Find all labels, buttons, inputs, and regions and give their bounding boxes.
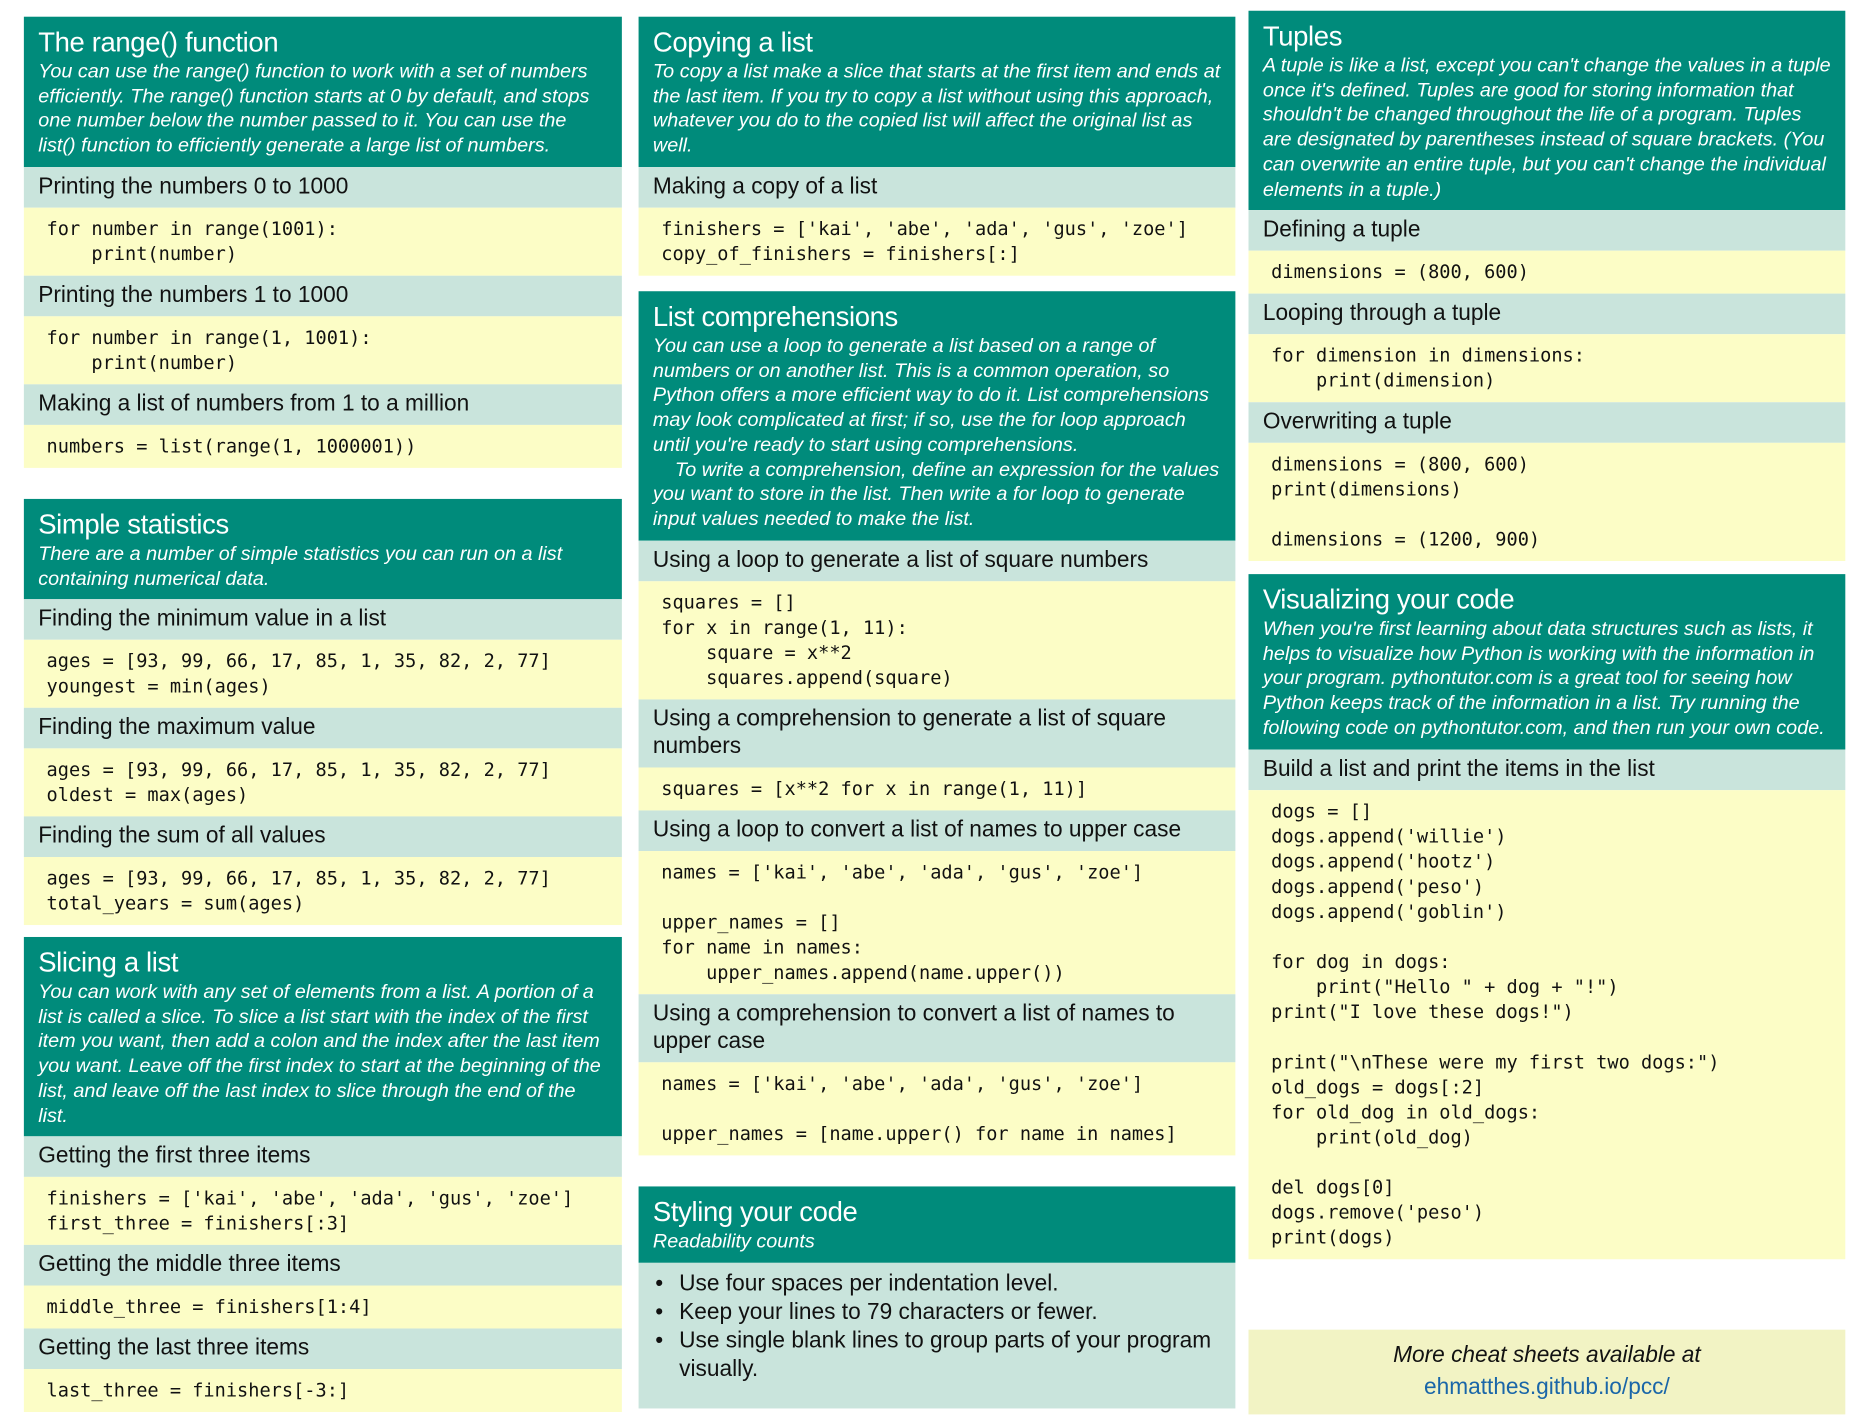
section-slicing: Slicing a list You can work with any set … (23, 936, 622, 1413)
bullet-item: • Use four spaces per indentation level. (653, 1270, 1221, 1299)
section-simple-statistics: Simple statistics There are a number of s… (23, 498, 622, 926)
subsection-heading: Finding the maximum value (23, 708, 622, 749)
section-description: When you're first learning about data st… (1262, 617, 1825, 739)
subsection-heading: Using a loop to generate a list of squar… (638, 540, 1236, 581)
subsection-heading: Defining a tuple (1248, 210, 1846, 251)
code-block: finishers = ['kai', 'abe', 'ada', 'gus',… (638, 207, 1236, 276)
subsection-heading: Using a comprehension to convert a list … (638, 993, 1236, 1062)
section-title: Copying a list (652, 26, 813, 58)
section-description: To copy a list make a slice that starts … (652, 59, 1226, 157)
subsection-heading: Getting the last three items (23, 1328, 622, 1370)
footer-text: More cheat sheets available at (1393, 1342, 1701, 1368)
code-block: squares = [] for x in range(1, 11): squa… (638, 580, 1236, 700)
code-block: ages = [93, 99, 66, 17, 85, 1, 35, 82, 2… (23, 748, 622, 817)
section-range: The range() function You can use the rang… (23, 16, 622, 468)
section-title: List comprehensions (652, 300, 898, 332)
bullet-item: • Use single blank lines to group parts o… (655, 1328, 1212, 1382)
subsection-heading: Using a loop to convert a list of names … (638, 810, 1236, 851)
code-block: for number in range(1001): print(number) (23, 207, 622, 276)
section-visualizing: Visualizing your code When you're first l… (1248, 574, 1846, 1259)
code-block: middle_three = finishers[1:4] (23, 1285, 622, 1329)
section-title: The range() function (38, 26, 279, 58)
code-block: squares = [x**2 for x in range(1, 11)] (638, 767, 1236, 811)
bullet-icon: • (655, 1328, 664, 1354)
section-header: Visualizing your code When you're first l… (1248, 574, 1846, 750)
section-description: You can use a loop to generate a list ba… (652, 334, 1220, 530)
section-title: Visualizing your code (1262, 583, 1515, 615)
section-header: Styling your code Readability counts (638, 1186, 1236, 1263)
code-block: dimensions = (800, 600) (1248, 250, 1846, 294)
section-list-comprehensions: List comprehensions You can use a loop to… (638, 291, 1236, 1155)
section-header: Tuples A tuple is like a list, except you… (1248, 10, 1846, 211)
section-title: Simple statistics (38, 508, 229, 540)
code-block: ages = [93, 99, 66, 17, 85, 1, 35, 82, 2… (23, 640, 622, 709)
bullet-item: • Keep your lines to 79 characters or few… (653, 1298, 1221, 1327)
subsection-heading: Finding the sum of all values (23, 816, 622, 858)
section-header: Copying a list To copy a list make a slic… (638, 16, 1236, 167)
footer: More cheat sheets available at ehmatthes… (1248, 1329, 1846, 1415)
section-title: Styling your code (652, 1195, 858, 1228)
section-tuples: Tuples A tuple is like a list, except you… (1248, 10, 1846, 562)
section-header: List comprehensions You can use a loop to… (638, 291, 1236, 541)
section-styling: Styling your code Readability counts • Us… (638, 1186, 1236, 1409)
code-block: for dimension in dimensions: print(dimen… (1248, 334, 1846, 403)
code-block: last_three = finishers[-3:] (23, 1369, 622, 1413)
subsection-heading: Build a list and print the items in the … (1248, 749, 1846, 790)
footer-box: More cheat sheets available at ehmatthes… (1248, 1329, 1846, 1415)
subsection-heading: Making a copy of a list (638, 166, 1236, 208)
section-title: Tuples (1262, 20, 1343, 52)
section-description: You can use the range() function to work… (38, 59, 595, 157)
subsection-heading: Looping through a tuple (1248, 293, 1846, 335)
section-header: Simple statistics There are a number of s… (23, 498, 622, 600)
code-block: ages = [93, 99, 66, 17, 85, 1, 35, 82, 2… (23, 857, 622, 926)
subsection-heading: Overwriting a tuple (1248, 402, 1846, 444)
code-block: names = ['kai', 'abe', 'ada', 'gus', 'zo… (638, 850, 1236, 994)
subsection-heading: Getting the first three items (23, 1136, 622, 1178)
subsection-heading: Using a comprehension to generate a list… (638, 699, 1236, 768)
section-header: Slicing a list You can work with any set … (23, 936, 622, 1137)
code-block: dogs = [] dogs.append('willie') dogs.app… (1248, 789, 1846, 1259)
code-block: finishers = ['kai', 'abe', 'ada', 'gus',… (23, 1177, 622, 1246)
subsection-heading: Getting the middle three items (23, 1245, 622, 1286)
code-block: numbers = list(range(1, 1000001)) (23, 424, 622, 468)
code-block: for number in range(1, 1001): print(numb… (23, 316, 622, 385)
footer-link[interactable]: ehmatthes.github.io/pcc/ (1423, 1375, 1670, 1401)
subsection-heading: Finding the minimum value in a list (23, 599, 622, 641)
subsection-heading: Making a list of numbers from 1 to a mil… (23, 384, 622, 425)
section-title: Slicing a list (38, 946, 179, 978)
bullet-icon: • (655, 1270, 664, 1296)
section-description: There are a number of simple statistics … (38, 541, 568, 590)
styling-bullet-list: • Use four spaces per indentation level. … (638, 1262, 1236, 1409)
code-block: names = ['kai', 'abe', 'ada', 'gus', 'zo… (638, 1061, 1236, 1155)
code-block: dimensions = (800, 600) print(dimensions… (1248, 443, 1846, 562)
section-description: You can work with any set of elements fr… (38, 979, 607, 1127)
section-header: The range() function You can use the rang… (23, 16, 622, 167)
section-description: A tuple is like a list, except you can't… (1262, 53, 1837, 200)
section-copying: Copying a list To copy a list make a slic… (638, 16, 1236, 276)
subsection-heading: Printing the numbers 1 to 1000 (23, 275, 622, 317)
subsection-heading: Printing the numbers 0 to 1000 (23, 166, 622, 208)
section-description: Readability counts (652, 1229, 815, 1253)
bullet-icon: • (655, 1299, 664, 1325)
